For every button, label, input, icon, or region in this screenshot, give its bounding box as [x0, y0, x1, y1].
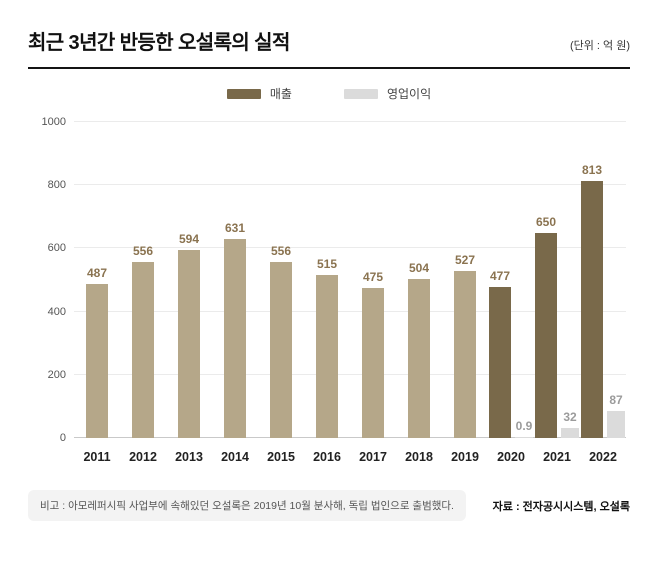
legend-label-revenue: 매출 [269, 87, 292, 101]
x-axis-label-2013: 2013 [175, 450, 203, 464]
x-axis-label-2020: 2020 [497, 450, 525, 464]
bar-column: 32 [561, 122, 579, 438]
bar-column: 527 [454, 122, 476, 438]
bar-value-label: 475 [362, 269, 384, 284]
bar-group-2012: 556 [120, 122, 166, 438]
bar-group-2011: 487 [74, 122, 120, 438]
bar-value-label: 32 [563, 409, 577, 424]
y-axis-tick-800: 800 [47, 179, 66, 192]
x-axis-label-2021: 2021 [543, 450, 571, 464]
gridline-600 [74, 247, 626, 249]
unit-label: (단위 : 억 원) [569, 40, 630, 52]
bar-group-2020: 477 0.9 [488, 122, 534, 438]
bar-매출-2016 [316, 275, 338, 438]
y-axis-tick-400: 400 [47, 305, 66, 318]
bar-value-label: 556 [270, 244, 292, 259]
bar-매출-2019 [454, 271, 476, 438]
bar-매출-2014 [224, 238, 246, 438]
source-label: 자료 : 전자공시시스템, 오설록 [492, 500, 630, 513]
bar-group-2016: 515 [304, 122, 350, 438]
bar-매출-2012 [132, 262, 154, 438]
legend-item-profit: 영업이익 [343, 85, 432, 102]
bar-value-label: 631 [224, 220, 246, 235]
bar-매출-2021 [535, 232, 557, 438]
chart-groups: 487 556 594 631 556 515 475 504 527 477 0.9 650 32 81… [74, 122, 626, 438]
chart-legend: 매출 영업이익 [28, 85, 630, 102]
bar-value-label: 650 [535, 214, 557, 229]
bar-영업이익-2020 [515, 437, 533, 438]
footnote: 비고 : 아모레퍼시픽 사업부에 속해있던 오설록은 2019년 10월 분사해… [28, 490, 466, 521]
bar-매출-2022 [581, 181, 603, 438]
x-axis-label-2017: 2017 [359, 450, 387, 464]
bar-영업이익-2021 [561, 427, 579, 438]
bar-value-label: 594 [178, 232, 200, 247]
bar-매출-2011 [86, 284, 108, 438]
chart-plot: 0 200 400 600 800 1000 487 556 594 631 556 515 475 5… [42, 116, 626, 444]
y-axis-tick-0: 0 [59, 432, 66, 444]
gridline-400 [74, 310, 626, 312]
chart-xlabels: 2011 2012 2013 2014 2015 2016 2017 2018 2019 2020… [74, 450, 626, 464]
y-axis-tick-200: 200 [47, 368, 66, 381]
x-axis-label-2012: 2012 [129, 450, 157, 464]
bar-column: 556 [132, 122, 154, 438]
bar-매출-2013 [178, 250, 200, 438]
bar-chart: 0 200 400 600 800 1000 487 556 594 631 556 515 475 5… [28, 116, 630, 464]
bar-value-label: 477 [489, 269, 511, 284]
gridline-800 [74, 184, 626, 186]
bar-영업이익-2022 [607, 410, 625, 438]
bar-value-label: 87 [609, 392, 623, 407]
bar-매출-2017 [362, 287, 384, 438]
gridline-200 [74, 373, 626, 375]
bar-column: 594 [178, 122, 200, 438]
bar-column: 504 [408, 122, 430, 438]
footer: 비고 : 아모레퍼시픽 사업부에 속해있던 오설록은 2019년 10월 분사해… [28, 490, 630, 521]
bar-value-label: 0.9 [515, 419, 533, 433]
gridline-0 [74, 437, 626, 438]
bar-column: 0.9 [515, 122, 533, 438]
bar-value-label: 515 [316, 257, 338, 272]
bar-group-2021: 650 32 [534, 122, 580, 438]
legend-swatch-profit [343, 88, 378, 99]
y-axis-tick-1000: 1000 [41, 116, 66, 128]
bar-group-2017: 475 [350, 122, 396, 438]
bar-column: 475 [362, 122, 384, 438]
bar-column: 631 [224, 122, 246, 438]
bar-group-2015: 556 [258, 122, 304, 438]
x-axis-label-2018: 2018 [405, 450, 433, 464]
gridline-1000 [74, 121, 626, 122]
legend-label-profit: 영업이익 [386, 87, 432, 101]
bar-group-2013: 594 [166, 122, 212, 438]
bar-매출-2018 [408, 278, 430, 438]
bar-group-2014: 631 [212, 122, 258, 438]
bar-column: 813 [581, 122, 603, 438]
bar-group-2022: 813 87 [580, 122, 626, 438]
bar-매출-2015 [270, 262, 292, 438]
bar-value-label: 487 [86, 266, 108, 281]
legend-swatch-revenue [226, 88, 261, 99]
bar-column: 515 [316, 122, 338, 438]
bar-column: 650 [535, 122, 557, 438]
bar-value-label: 504 [408, 260, 430, 275]
page-title: 최근 3년간 반등한 오설록의 실적 [28, 32, 290, 54]
x-axis-label-2014: 2014 [221, 450, 249, 464]
x-axis-label-2022: 2022 [589, 450, 617, 464]
y-axis-tick-600: 600 [47, 242, 66, 255]
x-axis-label-2015: 2015 [267, 450, 295, 464]
bar-column: 87 [607, 122, 625, 438]
bar-column: 477 [489, 122, 511, 438]
bar-group-2019: 527 [442, 122, 488, 438]
header: 최근 3년간 반등한 오설록의 실적 (단위 : 억 원) [28, 26, 630, 69]
bar-column: 556 [270, 122, 292, 438]
bar-매출-2020 [489, 287, 511, 438]
x-axis-label-2011: 2011 [83, 450, 111, 464]
legend-item-revenue: 매출 [226, 85, 292, 102]
x-axis-label-2016: 2016 [313, 450, 341, 464]
bar-value-label: 527 [454, 253, 476, 268]
x-axis-label-2019: 2019 [451, 450, 479, 464]
bar-value-label: 813 [581, 163, 603, 178]
bar-group-2018: 504 [396, 122, 442, 438]
bar-column: 487 [86, 122, 108, 438]
bar-value-label: 556 [132, 244, 154, 259]
